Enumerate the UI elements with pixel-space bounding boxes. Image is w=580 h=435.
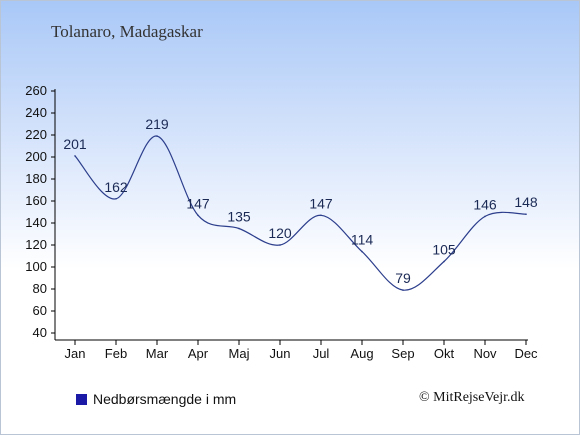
legend-label: Nedbørsmængde i mm [93,391,237,407]
data-label: 147 [186,195,210,211]
data-label: 120 [268,225,292,241]
data-point [525,213,527,215]
chart-title: Tolanaro, Madagaskar [51,22,203,41]
data-point [238,227,240,230]
data-point [320,214,322,217]
y-tick-label: 100 [25,259,47,274]
x-tick-label: Jul [313,346,330,361]
data-point [443,260,445,263]
x-tick-label: Aug [350,346,373,361]
data-point [279,244,281,246]
data-label: 105 [432,242,456,258]
series-line [74,135,527,291]
y-tick-label: 240 [25,105,47,120]
x-tick-label: Feb [105,346,127,361]
legend-swatch [76,393,87,405]
x-tick-label: Okt [434,346,455,361]
data-point [402,289,404,291]
y-tick-label: 180 [25,171,47,186]
data-labels: 201 162 219 147 135 120 147 114 79 105 146 148 [63,116,538,286]
data-label: 148 [514,194,538,210]
data-label: 79 [395,270,411,286]
y-tick-label: 200 [25,149,47,164]
x-tick-label: Apr [188,346,209,361]
x-tick-label: Maj [229,346,250,361]
y-tick-label: 220 [25,127,47,142]
data-label: 162 [104,179,128,195]
y-tick-label: 160 [25,193,47,208]
y-tick-label: 140 [25,215,47,230]
data-point [197,214,199,217]
data-point [361,250,363,253]
credit-text: © MitRejseVejr.dk [419,390,525,405]
data-label: 135 [227,209,251,225]
y-tick-label: 80 [33,281,47,296]
data-label: 114 [351,232,374,248]
data-point [156,135,158,137]
data-label: 201 [63,136,87,152]
axes: 40 60 80 100 120 140 160 180 200 220 240 260 Jan Feb M… [25,83,538,361]
x-tick-label: Nov [473,346,497,361]
data-point [115,198,117,200]
data-point [74,155,76,157]
series [74,135,527,291]
data-label: 147 [309,195,333,211]
y-tick-label: 60 [33,303,47,318]
y-tick-label: 260 [25,83,47,98]
data-label: 219 [145,116,169,132]
data-point [484,215,486,218]
x-tick-label: Jun [270,346,291,361]
x-tick-label: Dec [514,346,538,361]
data-label: 146 [473,196,497,212]
x-tick-label: Jan [65,346,86,361]
legend: Nedbørsmængde i mm [76,391,236,407]
y-tick-label: 40 [33,325,47,340]
x-tick-label: Sep [391,346,414,361]
x-tick-label: Mar [146,346,169,361]
y-tick-label: 120 [25,237,47,252]
